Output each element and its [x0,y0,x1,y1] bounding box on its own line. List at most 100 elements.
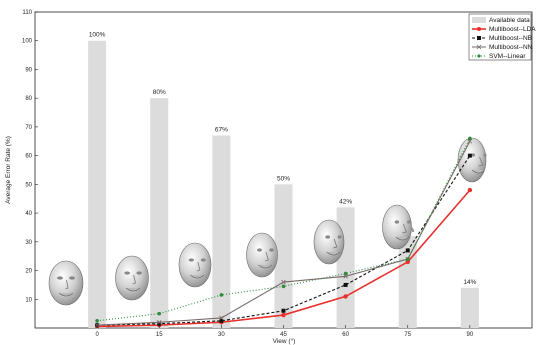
series-point-45 [281,284,286,289]
bar-75 [398,236,417,328]
series-point-75 [405,257,410,261]
y-tick-label-90: 90 [25,67,32,73]
y-tick-label-110: 110 [22,10,32,16]
y-tick-label-70: 70 [25,125,32,131]
legend-swatch [472,17,486,23]
face-view-0-icon [48,260,84,306]
face-eye-right [269,248,274,252]
face-mouth [326,251,340,256]
series-point-75 [405,248,410,253]
face-view-75-icon [382,204,412,250]
series-point-15 [156,319,162,325]
bar-90 [460,287,479,328]
bar-0 [88,40,107,329]
face-outline [178,242,212,288]
series-point-30 [219,315,224,321]
legend-marker [477,54,481,58]
bar-label-90: 14% [463,279,476,286]
y-tick-label-60: 60 [25,154,32,160]
face-outline [382,204,412,250]
bar-label-30: 67% [215,127,228,134]
face-mouth [395,236,409,241]
y-tick-label-40: 40 [25,211,32,217]
y-tick-label-50: 50 [25,182,32,188]
face-outline [48,260,84,306]
series-point-60 [343,282,348,287]
x-tick-label-90: 90 [467,332,474,338]
series-point-90 [467,138,473,144]
face-eye-right [483,153,487,157]
face-eye-left [188,258,194,262]
series-point-75 [405,259,410,265]
legend: Available data Multiboost--LDA Multiboost-… [468,13,536,61]
legend-label: Multiboost--LDA [489,26,536,33]
face-eye-left [325,235,330,239]
legend-entry-2: Multiboost--NB [472,35,532,42]
face-mouth [258,264,273,269]
legend-marker [477,27,481,31]
face-eye-left [257,248,262,252]
legend-label: Available data [489,17,530,24]
legend-entry-0: Available data [472,17,530,24]
legend-label: SVM--Linear [489,53,526,60]
x-axis-title: View (°) [273,337,296,345]
face-mouth [125,287,141,292]
x-tick-label-15: 15 [156,332,163,338]
legend-entry-1: Multiboost--LDA [472,26,536,33]
y-tick-label-10: 10 [25,297,32,303]
bar-60 [336,207,355,328]
series-point-90 [467,153,472,158]
face-outline [313,219,345,265]
y-tick-label-100: 100 [22,39,33,45]
face-view-15-icon [115,255,149,301]
series-point-15 [157,311,162,316]
y-tick-label-80: 80 [25,96,32,102]
series-point-45 [281,308,286,313]
series-point-60 [343,294,348,299]
face-outline [457,137,487,183]
series-point-15 [157,321,162,326]
series-point-30 [219,318,224,323]
face-eye-right [200,258,206,262]
y-axis-title: Average Error Rate (%) [5,136,12,204]
bar-label-45: 50% [277,175,290,182]
face-eye-right [136,271,142,275]
series-point-60 [343,271,348,276]
x-tick-label-0: 0 [95,332,99,338]
face-view-60-icon [313,219,345,265]
axes-layer: 0 15 30 45 60 75 90 10 20 30 40 50 60 70 80 90 100 110 [22,10,474,338]
bar-15 [150,98,169,328]
legend-entry-3: Multiboost--NN [472,44,533,51]
face-eye-right [69,276,75,280]
legend-marker [476,44,482,50]
y-tick-label-30: 30 [25,240,32,246]
face-eye-right [407,220,411,224]
series-point-30 [219,293,224,297]
legend-label: Multiboost--NN [489,44,533,51]
series-point-90 [467,187,473,193]
face-mouth [471,169,485,174]
face-eye-left [394,220,399,224]
bar-label-60: 42% [339,198,352,205]
face-mouth [190,274,205,279]
face-nose [264,251,269,262]
face-outline [115,255,149,301]
face-mouth [58,292,74,297]
face-view-90-icon [457,137,487,183]
face-nose [132,274,136,285]
legend-label: Multiboost--NB [489,35,532,42]
series-point-60 [343,274,348,279]
face-eye-left [471,153,475,157]
bar-label-15: 80% [153,89,166,96]
face-nose [196,261,201,272]
x-tick-label-30: 30 [218,332,225,338]
legend-marker [477,36,481,40]
face-view-45-icon [246,232,278,278]
face-nose [402,223,407,234]
bar-30 [212,135,231,328]
legend-entry-4: SVM--Linear [472,53,526,60]
face-eye-right [337,235,342,239]
x-tick-label-60: 60 [342,332,349,338]
face-nose [333,238,338,249]
